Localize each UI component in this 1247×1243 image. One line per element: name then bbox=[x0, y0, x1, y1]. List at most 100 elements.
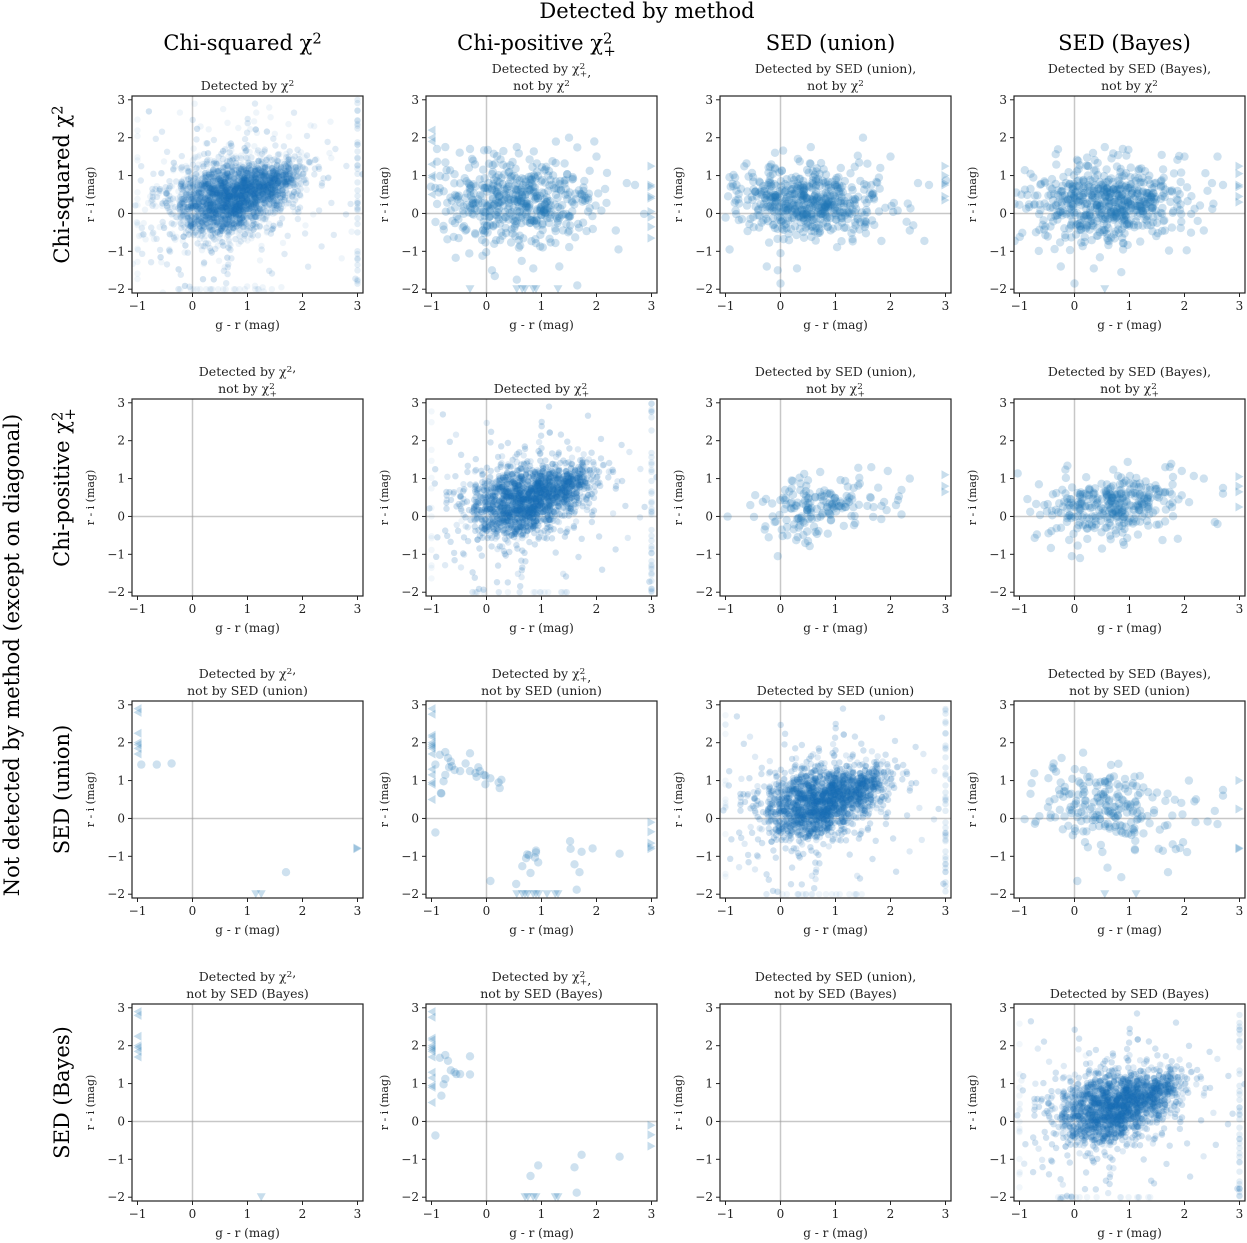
data-point bbox=[225, 210, 233, 218]
data-point bbox=[226, 157, 233, 164]
data-point bbox=[269, 210, 277, 217]
data-point bbox=[263, 193, 270, 201]
data-point bbox=[274, 198, 281, 205]
data-point bbox=[305, 159, 313, 166]
data-point bbox=[260, 174, 267, 181]
data-point bbox=[207, 190, 215, 197]
data-point bbox=[267, 179, 274, 186]
data-point bbox=[282, 184, 290, 191]
data-point bbox=[275, 150, 282, 158]
data-point bbox=[212, 232, 219, 239]
data-point bbox=[211, 206, 218, 213]
data-point bbox=[263, 188, 270, 196]
data-point bbox=[137, 177, 144, 184]
data-point bbox=[261, 177, 269, 184]
data-point bbox=[166, 208, 173, 216]
figure-suptitle: Detected by method bbox=[539, 0, 754, 23]
data-point bbox=[228, 166, 235, 173]
data-point bbox=[222, 203, 229, 210]
data-point bbox=[244, 189, 251, 197]
data-point bbox=[270, 169, 278, 176]
data-point bbox=[234, 183, 242, 190]
data-point bbox=[283, 171, 291, 178]
data-point bbox=[213, 198, 220, 205]
data-point bbox=[185, 168, 192, 176]
data-point bbox=[210, 166, 217, 173]
data-point bbox=[239, 190, 246, 197]
data-point bbox=[186, 193, 193, 201]
data-point bbox=[279, 179, 286, 186]
data-point bbox=[163, 261, 171, 268]
data-point bbox=[261, 198, 269, 205]
data-point bbox=[229, 203, 236, 210]
data-point bbox=[253, 195, 260, 203]
data-point bbox=[281, 194, 289, 201]
data-point bbox=[207, 196, 214, 203]
data-point bbox=[213, 219, 220, 226]
data-point bbox=[193, 125, 201, 132]
data-point bbox=[277, 168, 284, 176]
data-point bbox=[235, 191, 243, 199]
data-point bbox=[267, 114, 274, 121]
data-point bbox=[232, 198, 239, 206]
data-point bbox=[255, 184, 262, 191]
data-point bbox=[147, 259, 155, 266]
data-point bbox=[200, 186, 208, 194]
data-point bbox=[207, 200, 215, 208]
data-point bbox=[214, 185, 221, 192]
data-point bbox=[220, 105, 227, 113]
data-point bbox=[263, 156, 270, 164]
data-point bbox=[242, 207, 249, 215]
data-point bbox=[235, 232, 243, 239]
data-point bbox=[189, 180, 197, 188]
data-point bbox=[223, 174, 230, 182]
data-point bbox=[134, 201, 141, 209]
data-point bbox=[223, 198, 230, 205]
data-point bbox=[239, 220, 246, 227]
data-point bbox=[187, 221, 194, 228]
data-point bbox=[264, 170, 271, 177]
data-point bbox=[194, 240, 201, 247]
data-point bbox=[225, 198, 232, 205]
data-point bbox=[245, 181, 253, 188]
data-point bbox=[229, 182, 237, 189]
panel-title: Detected by χ2 bbox=[201, 78, 294, 93]
data-point bbox=[241, 144, 248, 152]
data-point bbox=[186, 182, 194, 189]
data-point bbox=[270, 135, 277, 142]
data-point bbox=[236, 210, 244, 217]
data-point bbox=[177, 286, 184, 293]
data-point bbox=[177, 183, 184, 190]
data-point bbox=[207, 204, 214, 212]
data-point bbox=[206, 200, 213, 207]
data-point bbox=[285, 180, 292, 187]
data-point bbox=[261, 163, 269, 170]
data-point bbox=[205, 223, 212, 230]
data-point bbox=[248, 169, 256, 177]
data-point bbox=[183, 191, 190, 198]
data-point bbox=[193, 170, 200, 178]
data-point bbox=[188, 211, 195, 219]
data-point bbox=[227, 173, 235, 180]
data-point bbox=[221, 184, 228, 191]
data-point bbox=[179, 209, 186, 216]
data-point bbox=[255, 179, 262, 186]
data-point bbox=[269, 190, 276, 197]
data-point bbox=[201, 209, 209, 216]
data-point bbox=[225, 194, 232, 201]
data-point bbox=[209, 230, 216, 238]
data-point bbox=[207, 207, 214, 215]
data-point bbox=[237, 221, 245, 228]
data-point bbox=[240, 182, 247, 189]
data-point bbox=[226, 245, 233, 252]
data-point bbox=[251, 282, 259, 289]
data-point bbox=[205, 126, 212, 133]
data-point bbox=[278, 284, 285, 291]
data-point bbox=[284, 164, 291, 172]
data-point bbox=[249, 216, 257, 223]
data-point bbox=[195, 189, 202, 196]
data-point bbox=[180, 199, 187, 206]
data-point bbox=[207, 218, 214, 226]
data-point bbox=[193, 200, 200, 208]
